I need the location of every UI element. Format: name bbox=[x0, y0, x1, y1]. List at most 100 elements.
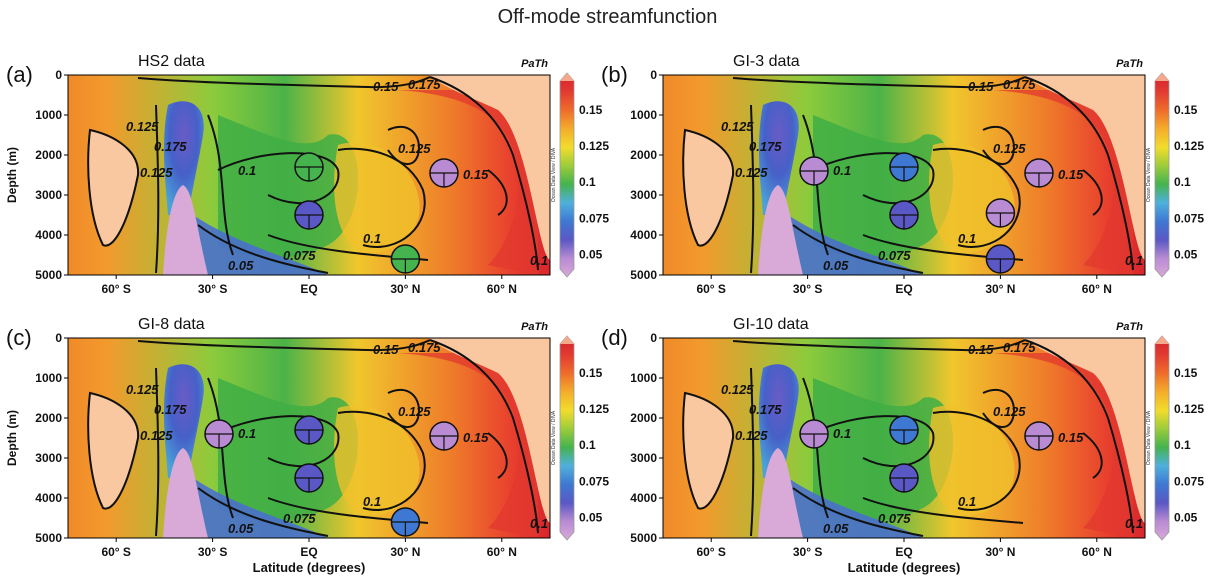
x-tick-label: EQ bbox=[300, 545, 317, 559]
variable-label: PaTh bbox=[1116, 58, 1143, 70]
field-blue bbox=[758, 101, 799, 215]
colorbar-tick-label: 0.15 bbox=[579, 366, 603, 380]
x-tick-label: 30° N bbox=[985, 545, 1015, 559]
panel-3: 0.15 0.175 0.125 0.175 0.125 0.1 0.125 0.15 0.07… bbox=[5, 316, 609, 575]
watermark: Ocean Data View / DIVA bbox=[551, 147, 557, 202]
colorbar: 0.15 0.125 0.1 0.075 0.05 bbox=[559, 72, 609, 278]
contour-line bbox=[792, 487, 924, 537]
variable-label: PaTh bbox=[1116, 321, 1143, 333]
contour-line bbox=[1024, 339, 1134, 534]
y-tick-label: 4000 bbox=[35, 228, 62, 242]
contour-label: 0.1 bbox=[238, 426, 256, 441]
contour-label: 0.075 bbox=[283, 511, 316, 526]
x-tick-label: 30° S bbox=[198, 545, 227, 559]
colorbar-tick-label: 0.125 bbox=[579, 139, 609, 153]
x-tick-label: 30° N bbox=[390, 282, 420, 296]
contour-label: 0.125 bbox=[735, 428, 768, 443]
contour-line bbox=[1082, 432, 1103, 479]
contour-line bbox=[137, 339, 431, 352]
y-tick-label: 0 bbox=[55, 68, 62, 82]
contour-label: 0.125 bbox=[398, 141, 431, 156]
x-tick-label: 30° S bbox=[198, 282, 227, 296]
field-yellow bbox=[334, 142, 420, 253]
site-marker bbox=[429, 158, 459, 188]
colorbar-tick-label: 0.125 bbox=[579, 402, 609, 416]
site-marker bbox=[390, 507, 421, 537]
panel-label: (a) bbox=[6, 62, 33, 87]
colorbar-tick-label: 0.05 bbox=[579, 248, 603, 262]
panel-4: 0.15 0.175 0.125 0.175 0.125 0.1 0.125 0.15 0.07… bbox=[601, 316, 1204, 575]
contour-label: 0.075 bbox=[878, 248, 911, 263]
colorbar-tick-label: 0.075 bbox=[1174, 211, 1204, 225]
contour-line bbox=[792, 224, 924, 274]
colorbar-tick-label: 0.1 bbox=[579, 438, 596, 452]
x-tick-label: 30° S bbox=[793, 545, 822, 559]
y-axis-label: Depth (m) bbox=[5, 147, 19, 203]
colorbar-tick-label: 0.075 bbox=[1174, 474, 1204, 488]
colorbar-tick-label: 0.15 bbox=[579, 103, 603, 117]
colorbar-tick-label: 0.05 bbox=[579, 511, 603, 525]
variable-label: PaTh bbox=[521, 58, 548, 70]
x-tick-label: 60° S bbox=[696, 545, 725, 559]
colorbar-tick-label: 0.15 bbox=[1174, 103, 1198, 117]
contour-line bbox=[487, 432, 508, 479]
x-tick-label: 30° N bbox=[985, 282, 1015, 296]
contour-label: 0.15 bbox=[463, 167, 489, 182]
y-tick-label: 3000 bbox=[630, 451, 657, 465]
colorbar-over bbox=[560, 336, 574, 344]
contour-line bbox=[137, 76, 431, 89]
y-tick-label: 0 bbox=[650, 331, 657, 345]
field-yellow bbox=[334, 405, 420, 516]
contour-label: 0.1 bbox=[238, 163, 256, 178]
contour-line bbox=[207, 377, 234, 519]
field-blue bbox=[758, 364, 799, 478]
contour-line bbox=[387, 125, 420, 165]
x-tick-label: 30° S bbox=[793, 282, 822, 296]
contour-label: 0.125 bbox=[126, 382, 159, 397]
watermark: Ocean Data View / DIVA bbox=[1146, 410, 1152, 465]
contour-label: 0.125 bbox=[735, 165, 768, 180]
contour-line bbox=[87, 128, 140, 247]
land-north bbox=[1023, 338, 1145, 523]
contour-label: 0.125 bbox=[993, 141, 1026, 156]
contour-line bbox=[732, 76, 1026, 89]
contour-label: 0.1 bbox=[833, 426, 851, 441]
field-green bbox=[813, 378, 953, 522]
site-marker bbox=[889, 200, 919, 230]
contour-label: 0.15 bbox=[968, 79, 994, 94]
site-marker bbox=[294, 463, 324, 493]
contour-label: 0.075 bbox=[283, 248, 316, 263]
site-marker bbox=[390, 244, 421, 274]
contour-line bbox=[802, 114, 829, 256]
contour-line bbox=[337, 147, 426, 248]
contour-line bbox=[932, 410, 1021, 511]
colorbar-tick-label: 0.1 bbox=[579, 175, 596, 189]
field-blue-bottom bbox=[193, 478, 328, 538]
contour-label: 0.125 bbox=[993, 404, 1026, 419]
contour-label: 0.175 bbox=[1003, 77, 1036, 92]
colorbar: 0.15 0.125 0.1 0.075 0.05 bbox=[559, 335, 609, 541]
contour-label: 0.125 bbox=[140, 428, 173, 443]
contour-label: 0.15 bbox=[1058, 430, 1084, 445]
site-marker bbox=[294, 152, 324, 182]
contour-label: 0.15 bbox=[373, 342, 399, 357]
contour-label: 0.125 bbox=[721, 382, 754, 397]
y-tick-label: 1000 bbox=[35, 108, 62, 122]
contour-line bbox=[1024, 76, 1134, 271]
contour-line bbox=[732, 339, 1026, 352]
contour-label: 0.1 bbox=[833, 163, 851, 178]
colorbar-tick-label: 0.1 bbox=[1174, 438, 1191, 452]
x-tick-label: 60° S bbox=[101, 282, 130, 296]
contour-label: 0.125 bbox=[140, 165, 173, 180]
y-tick-label: 1000 bbox=[630, 108, 657, 122]
y-tick-label: 1000 bbox=[35, 371, 62, 385]
site-marker bbox=[204, 419, 234, 449]
panel-field bbox=[68, 338, 550, 538]
panel-title: GI-10 data bbox=[733, 316, 809, 333]
contour-line bbox=[982, 388, 1015, 428]
site-marker bbox=[1024, 158, 1054, 188]
colorbar-bar bbox=[1154, 335, 1170, 541]
contour-line bbox=[862, 497, 1024, 524]
